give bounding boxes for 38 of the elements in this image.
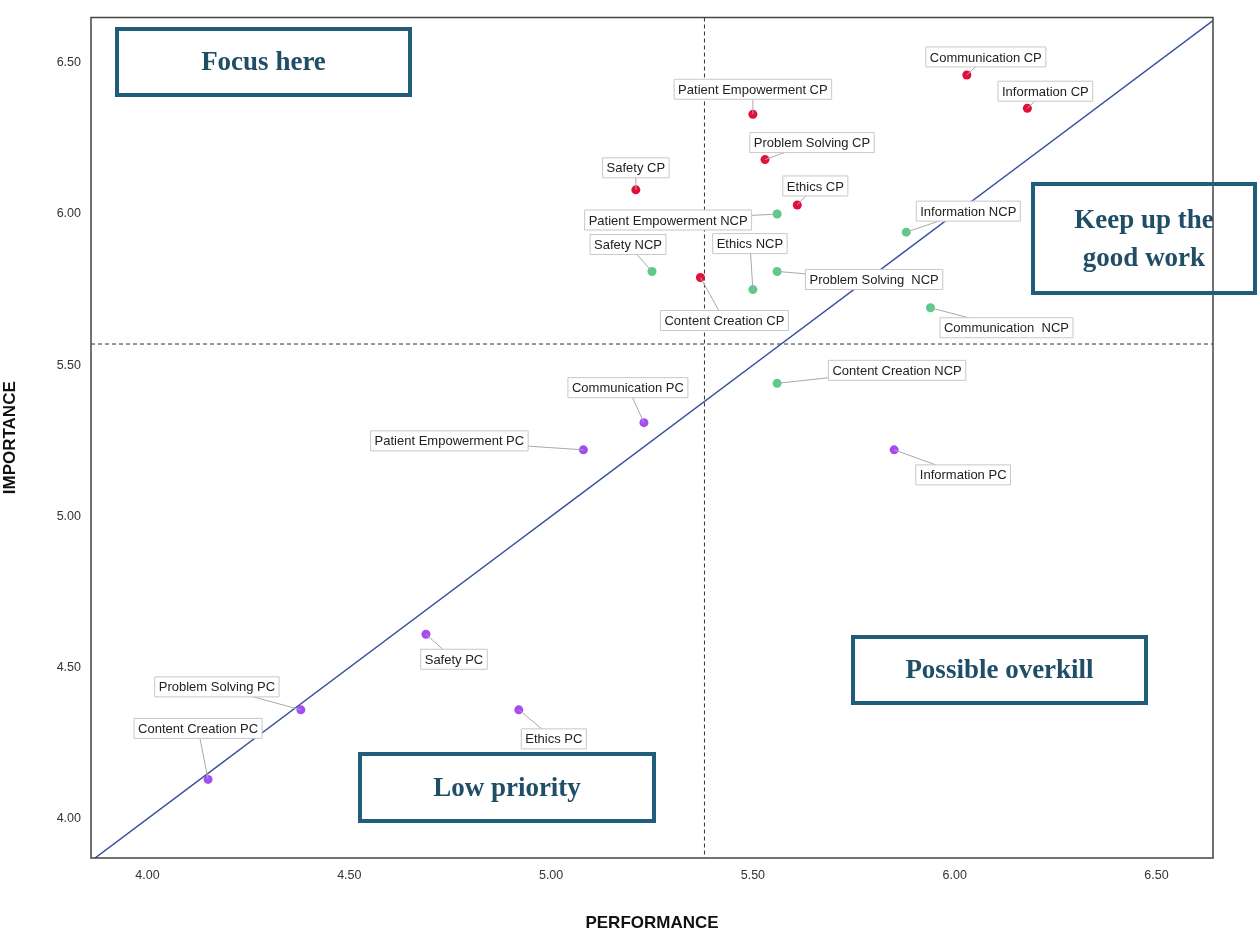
annotation: Information CP (1001, 83, 1089, 99)
annotation: Ethics NCP (716, 236, 784, 252)
x-axis-title: PERFORMANCE (585, 913, 719, 933)
annotation: Patient Empowerment NCP (588, 212, 748, 228)
y-axis-title: IMPORTANCE (0, 381, 19, 495)
x-tick-label: 6.50 (1144, 867, 1169, 882)
annotation: Content Creation CP (664, 313, 785, 329)
annotation: Patient Empowerment CP (678, 81, 828, 97)
annotation: Patient Empowerment PC (374, 433, 525, 449)
y-tick-label: 5.00 (56, 508, 82, 523)
x-tick-label: 4.50 (337, 867, 362, 882)
annotation: Safety NCP (594, 237, 662, 253)
framed-caption: Possible overkill (851, 635, 1148, 705)
annotation: Problem Solving PC (158, 679, 276, 695)
annotation: Problem Solving CP (753, 135, 871, 151)
y-tick-label: 6.50 (56, 55, 82, 70)
annotation: Ethics CP (786, 178, 844, 194)
annotation: Communication NCP (943, 320, 1069, 336)
x-tick-label: 5.50 (740, 867, 766, 882)
annotation: Ethics PC (525, 731, 583, 747)
annotation: Safety CP (606, 160, 666, 176)
x-tick-label: 4.00 (135, 867, 160, 882)
annotation: Content Creation NCP (832, 362, 962, 378)
framed-caption: Focus here (115, 27, 412, 97)
y-tick-label: 6.00 (56, 206, 82, 221)
annotation: Communication CP (929, 49, 1042, 65)
y-tick-label: 5.50 (56, 357, 82, 372)
annotation: Content Creation PC (138, 720, 259, 736)
annotation: Communication PC (571, 380, 684, 396)
annotation: Information PC (919, 467, 1007, 483)
x-tick-label: 5.00 (538, 867, 564, 882)
x-tick-label: 6.00 (942, 867, 967, 882)
framed-caption: Low priority (358, 752, 656, 823)
annotation: Information NCP (920, 203, 1017, 219)
annotation: Safety PC (424, 651, 484, 667)
annotation: Problem Solving NCP (809, 272, 939, 288)
y-tick-label: 4.50 (56, 659, 82, 674)
y-tick-label: 4.00 (56, 811, 82, 826)
